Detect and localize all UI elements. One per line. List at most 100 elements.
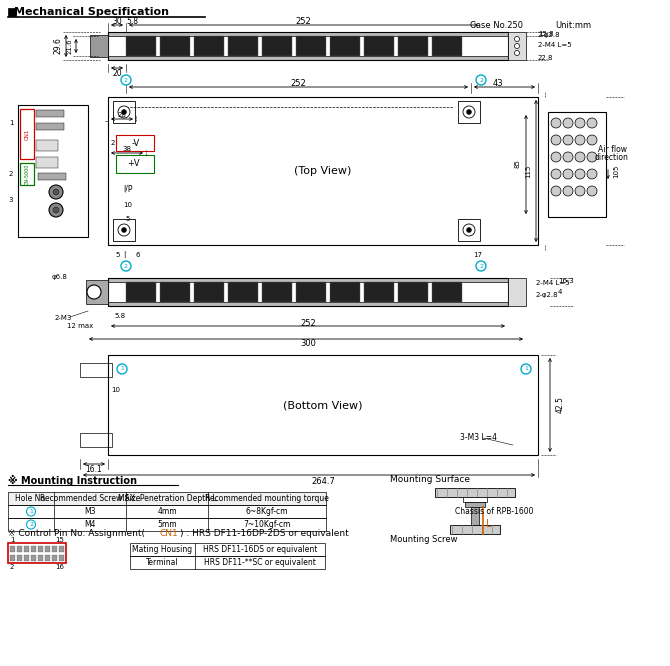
Bar xyxy=(108,32,508,36)
Text: M3: M3 xyxy=(84,507,96,516)
Text: 2-M4 L=5: 2-M4 L=5 xyxy=(536,280,570,286)
Circle shape xyxy=(49,203,63,217)
Bar xyxy=(450,525,500,534)
Text: 252: 252 xyxy=(300,318,316,328)
Text: 105: 105 xyxy=(613,165,619,178)
Circle shape xyxy=(575,152,585,162)
Text: 6: 6 xyxy=(136,252,140,258)
Text: Case No.250: Case No.250 xyxy=(470,21,523,29)
Bar xyxy=(262,282,292,302)
Text: 29.6: 29.6 xyxy=(54,37,62,55)
Bar xyxy=(59,546,64,552)
Circle shape xyxy=(563,169,573,179)
Text: L: L xyxy=(486,519,492,529)
Bar xyxy=(108,278,508,306)
Text: 2: 2 xyxy=(479,264,483,268)
Bar xyxy=(8,543,66,563)
Text: 42.5: 42.5 xyxy=(555,396,565,414)
Bar xyxy=(10,555,15,561)
Text: 12 max: 12 max xyxy=(67,323,93,329)
Text: 2-M4 L=5: 2-M4 L=5 xyxy=(538,42,572,48)
Text: 28: 28 xyxy=(117,112,127,118)
Text: 5.8: 5.8 xyxy=(126,17,138,25)
Bar xyxy=(435,488,515,497)
Bar xyxy=(458,101,480,123)
Text: 16: 16 xyxy=(56,564,64,570)
Circle shape xyxy=(551,186,561,196)
Text: -V: -V xyxy=(132,139,140,147)
Bar xyxy=(31,555,36,561)
Text: +V: +V xyxy=(127,159,140,168)
Text: 17: 17 xyxy=(474,252,482,258)
Bar xyxy=(36,110,64,117)
Bar xyxy=(24,546,29,552)
Text: CN1: CN1 xyxy=(25,129,29,140)
Text: 21.6: 21.6 xyxy=(67,38,73,54)
Bar xyxy=(45,546,50,552)
Text: 264.7: 264.7 xyxy=(311,476,335,486)
Text: Mating Housing: Mating Housing xyxy=(132,545,192,554)
Text: 2-M3: 2-M3 xyxy=(54,315,72,321)
Bar xyxy=(8,505,326,518)
Circle shape xyxy=(118,224,130,236)
Bar xyxy=(228,36,258,56)
Circle shape xyxy=(575,135,585,145)
Circle shape xyxy=(117,364,127,374)
Circle shape xyxy=(466,109,472,115)
Text: 22.8: 22.8 xyxy=(538,55,553,61)
Bar xyxy=(126,282,156,302)
Text: Air flow: Air flow xyxy=(598,145,626,153)
Bar xyxy=(296,36,326,56)
Circle shape xyxy=(27,520,36,529)
Text: 43: 43 xyxy=(492,79,503,87)
Circle shape xyxy=(27,507,36,516)
Circle shape xyxy=(587,152,597,162)
Text: I/P: I/P xyxy=(123,184,133,194)
Text: 1: 1 xyxy=(29,509,33,514)
Circle shape xyxy=(463,106,475,118)
Text: direction: direction xyxy=(595,153,629,161)
Text: 30: 30 xyxy=(112,17,122,25)
Circle shape xyxy=(563,186,573,196)
Text: 2: 2 xyxy=(479,77,483,83)
Text: 252: 252 xyxy=(290,79,306,87)
Bar xyxy=(36,157,58,168)
Circle shape xyxy=(515,43,519,49)
Text: 10: 10 xyxy=(123,202,133,208)
Bar xyxy=(160,36,190,56)
Text: HRS DF11-**SC or equivalent: HRS DF11-**SC or equivalent xyxy=(204,558,316,567)
Text: (Top View): (Top View) xyxy=(294,166,352,176)
Text: 16.1: 16.1 xyxy=(86,464,103,474)
Text: |: | xyxy=(123,252,125,258)
Bar xyxy=(36,123,64,130)
Circle shape xyxy=(587,135,597,145)
Bar xyxy=(508,278,526,306)
Bar xyxy=(45,555,50,561)
Bar xyxy=(38,546,43,552)
Circle shape xyxy=(53,189,59,195)
Circle shape xyxy=(551,135,561,145)
Circle shape xyxy=(121,228,127,232)
Bar xyxy=(330,36,360,56)
Bar xyxy=(113,101,135,123)
Text: 2: 2 xyxy=(124,77,128,83)
Text: 2-φ2.8: 2-φ2.8 xyxy=(536,292,559,298)
Bar xyxy=(24,555,29,561)
Bar xyxy=(108,302,508,306)
Bar xyxy=(38,173,66,180)
Circle shape xyxy=(515,51,519,55)
Bar xyxy=(80,363,112,377)
Bar xyxy=(108,56,508,60)
Bar xyxy=(432,282,462,302)
Text: Unit:mm: Unit:mm xyxy=(555,21,591,29)
Text: 1: 1 xyxy=(524,366,528,372)
Text: Mechanical Specification: Mechanical Specification xyxy=(14,7,169,17)
Circle shape xyxy=(49,185,63,199)
Text: ) : HRS DF11-16DP-2DS or equivalent: ) : HRS DF11-16DP-2DS or equivalent xyxy=(180,529,349,539)
Text: 3-M3 L=4: 3-M3 L=4 xyxy=(460,432,496,442)
Text: 1: 1 xyxy=(9,120,13,126)
Circle shape xyxy=(587,169,597,179)
Circle shape xyxy=(463,224,475,236)
Bar xyxy=(108,97,538,245)
Bar xyxy=(508,32,526,60)
